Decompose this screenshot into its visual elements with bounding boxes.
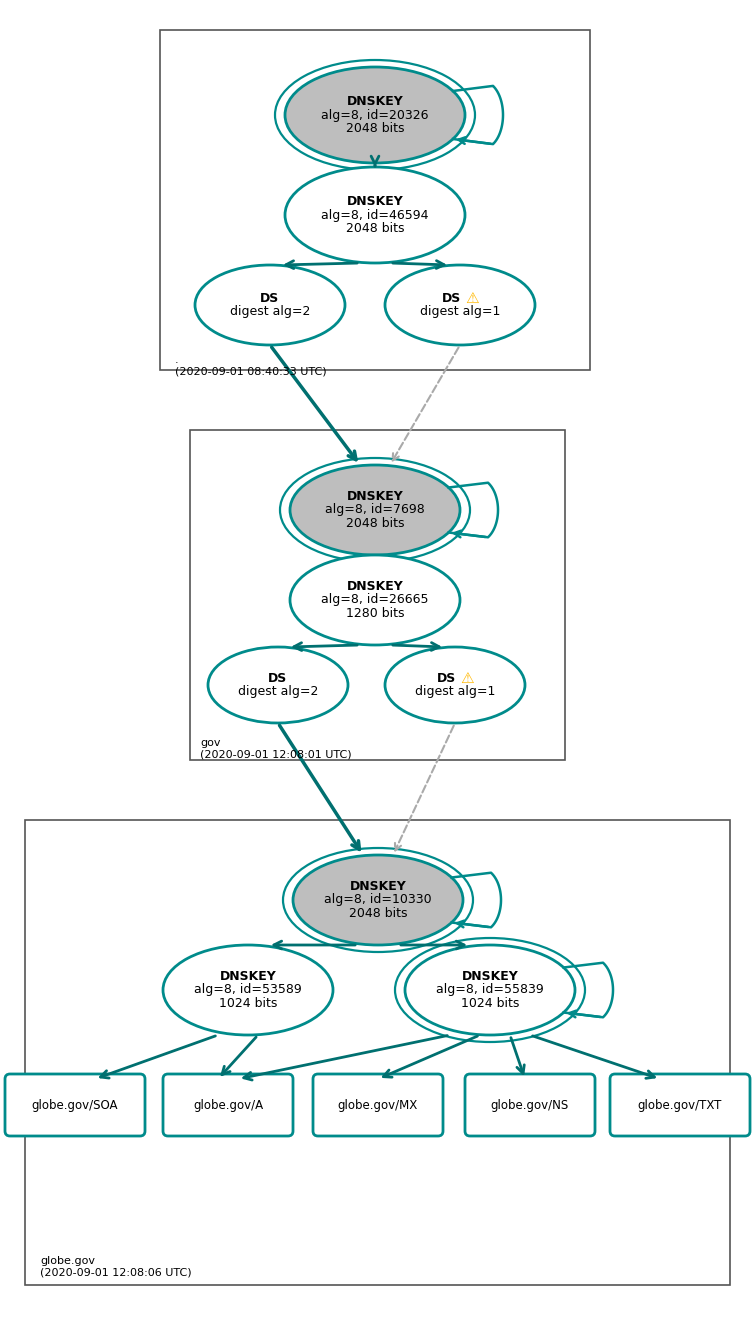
Text: digest alg=2: digest alg=2 — [230, 305, 310, 318]
Ellipse shape — [290, 554, 460, 645]
Text: digest alg=1: digest alg=1 — [415, 685, 495, 698]
Text: gov
(2020-09-01 12:08:01 UTC): gov (2020-09-01 12:08:01 UTC) — [200, 738, 352, 759]
Text: DNSKEY: DNSKEY — [346, 194, 404, 207]
Text: DS: DS — [437, 672, 456, 685]
Ellipse shape — [290, 465, 460, 554]
Text: 2048 bits: 2048 bits — [349, 907, 407, 920]
Text: DNSKEY: DNSKEY — [346, 579, 404, 593]
Ellipse shape — [285, 168, 465, 263]
Text: alg=8, id=7698: alg=8, id=7698 — [325, 503, 425, 516]
Bar — [160, 30, 590, 370]
Text: ⚠: ⚠ — [460, 671, 474, 685]
Text: DS: DS — [442, 292, 462, 305]
Text: DNSKEY: DNSKEY — [220, 970, 276, 982]
Text: globe.gov/A: globe.gov/A — [193, 1098, 263, 1111]
Text: globe.gov/MX: globe.gov/MX — [338, 1098, 418, 1111]
Text: 2048 bits: 2048 bits — [346, 517, 404, 531]
FancyBboxPatch shape — [313, 1074, 443, 1137]
Text: alg=8, id=55839: alg=8, id=55839 — [436, 983, 544, 997]
Text: DNSKEY: DNSKEY — [346, 95, 404, 107]
Text: globe.gov
(2020-09-01 12:08:06 UTC): globe.gov (2020-09-01 12:08:06 UTC) — [40, 1257, 191, 1278]
Text: alg=8, id=46594: alg=8, id=46594 — [322, 209, 428, 222]
Ellipse shape — [163, 945, 333, 1035]
Text: digest alg=2: digest alg=2 — [238, 685, 319, 698]
Ellipse shape — [208, 647, 348, 723]
Text: alg=8, id=10330: alg=8, id=10330 — [325, 894, 431, 907]
Ellipse shape — [385, 265, 535, 345]
Text: 2048 bits: 2048 bits — [346, 223, 404, 235]
Text: globe.gov/SOA: globe.gov/SOA — [32, 1098, 118, 1111]
Ellipse shape — [405, 945, 575, 1035]
FancyBboxPatch shape — [5, 1074, 145, 1137]
Ellipse shape — [293, 855, 463, 945]
Text: globe.gov/TXT: globe.gov/TXT — [638, 1098, 722, 1111]
Text: DS: DS — [261, 292, 279, 305]
Text: digest alg=1: digest alg=1 — [420, 305, 500, 318]
Text: alg=8, id=26665: alg=8, id=26665 — [322, 594, 428, 606]
Text: 1024 bits: 1024 bits — [461, 998, 519, 1010]
Text: globe.gov/NS: globe.gov/NS — [491, 1098, 569, 1111]
FancyBboxPatch shape — [610, 1074, 750, 1137]
Text: 1280 bits: 1280 bits — [346, 607, 404, 620]
Text: ⚠: ⚠ — [465, 290, 479, 305]
Text: alg=8, id=53589: alg=8, id=53589 — [194, 983, 302, 997]
Text: 1024 bits: 1024 bits — [219, 998, 277, 1010]
Text: alg=8, id=20326: alg=8, id=20326 — [322, 108, 428, 121]
FancyBboxPatch shape — [465, 1074, 595, 1137]
Text: 2048 bits: 2048 bits — [346, 123, 404, 136]
Ellipse shape — [385, 647, 525, 723]
Ellipse shape — [195, 265, 345, 345]
Text: DNSKEY: DNSKEY — [349, 879, 407, 892]
Bar — [190, 430, 565, 760]
Bar — [25, 820, 730, 1284]
Text: .
(2020-09-01 08:40:33 UTC): . (2020-09-01 08:40:33 UTC) — [175, 355, 327, 376]
Ellipse shape — [285, 67, 465, 162]
Text: DNSKEY: DNSKEY — [346, 490, 404, 503]
Text: DNSKEY: DNSKEY — [462, 970, 518, 982]
Text: DS: DS — [268, 672, 288, 685]
FancyBboxPatch shape — [163, 1074, 293, 1137]
